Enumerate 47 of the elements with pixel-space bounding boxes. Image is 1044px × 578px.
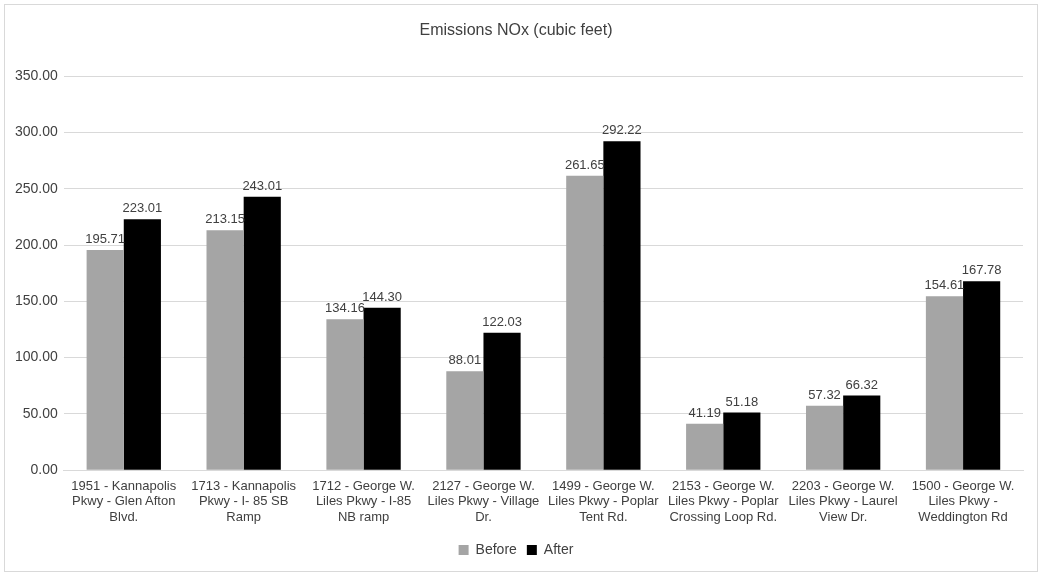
data-label: 167.78 — [961, 262, 1002, 278]
data-label: 144.30 — [362, 288, 403, 304]
data-label: 243.01 — [242, 177, 283, 193]
data-label: 88.01 — [448, 352, 482, 368]
bar — [805, 405, 844, 470]
bar — [963, 281, 1001, 470]
bar — [446, 371, 484, 470]
bar — [326, 319, 364, 470]
bar — [603, 141, 641, 470]
bar — [686, 423, 724, 470]
y-tick-label: 350.00 — [14, 67, 59, 84]
x-tick-label: 1713 - Kannapolis Pkwy - I- 85 SB Ramp — [191, 477, 297, 524]
data-label: 41.19 — [688, 404, 721, 420]
bar — [723, 412, 761, 470]
chart-title: Emissions NOx (cubic feet) — [419, 21, 613, 39]
y-tick-label: 150.00 — [14, 292, 59, 309]
y-tick-label: 200.00 — [14, 235, 59, 252]
legend-label: Before — [475, 540, 518, 557]
x-tick-label: 1951 - Kannapolis Pkwy - Glen Afton Blvd. — [71, 477, 177, 524]
x-tick-label: 1499 - George W. Liles Pkwy - Poplar Tent Rd. — [548, 477, 660, 524]
bar — [243, 196, 281, 470]
bar — [206, 230, 244, 470]
y-tick-label: 300.00 — [14, 123, 59, 140]
bar — [566, 175, 604, 470]
bar — [483, 332, 521, 470]
data-label: 51.18 — [725, 393, 759, 409]
x-tick-label: 1500 - George W. Liles Pkwy - Weddington Rd — [911, 477, 1015, 524]
x-tick-label: 2203 - George W. Liles Pkwy - Laurel View Dr. — [788, 477, 898, 524]
data-label: 223.01 — [122, 200, 163, 216]
bar — [925, 296, 964, 470]
y-tick-label: 100.00 — [14, 348, 59, 365]
data-label: 66.32 — [845, 376, 879, 392]
legend-label: After — [543, 540, 574, 557]
bar — [123, 219, 161, 470]
x-tick-label: 1712 - George W. Liles Pkwy - I-85 NB ramp — [312, 477, 415, 524]
bar — [843, 395, 881, 470]
bar — [363, 307, 401, 470]
x-tick-label: 2127 - George W. Liles Pkwy - Village Dr. — [427, 477, 540, 524]
x-tick-label: 2153 - George W. Liles Pkwy - Poplar Crossing Loop Rd. — [667, 477, 780, 524]
y-tick-label: 0.00 — [30, 461, 59, 478]
data-label: 122.03 — [482, 313, 522, 329]
data-label: 134.16 — [325, 300, 365, 316]
data-label: 292.22 — [602, 122, 642, 138]
bar — [86, 249, 124, 470]
y-tick-label: 250.00 — [14, 179, 59, 196]
y-tick-label: 50.00 — [22, 404, 59, 421]
data-label: 57.32 — [808, 386, 841, 402]
